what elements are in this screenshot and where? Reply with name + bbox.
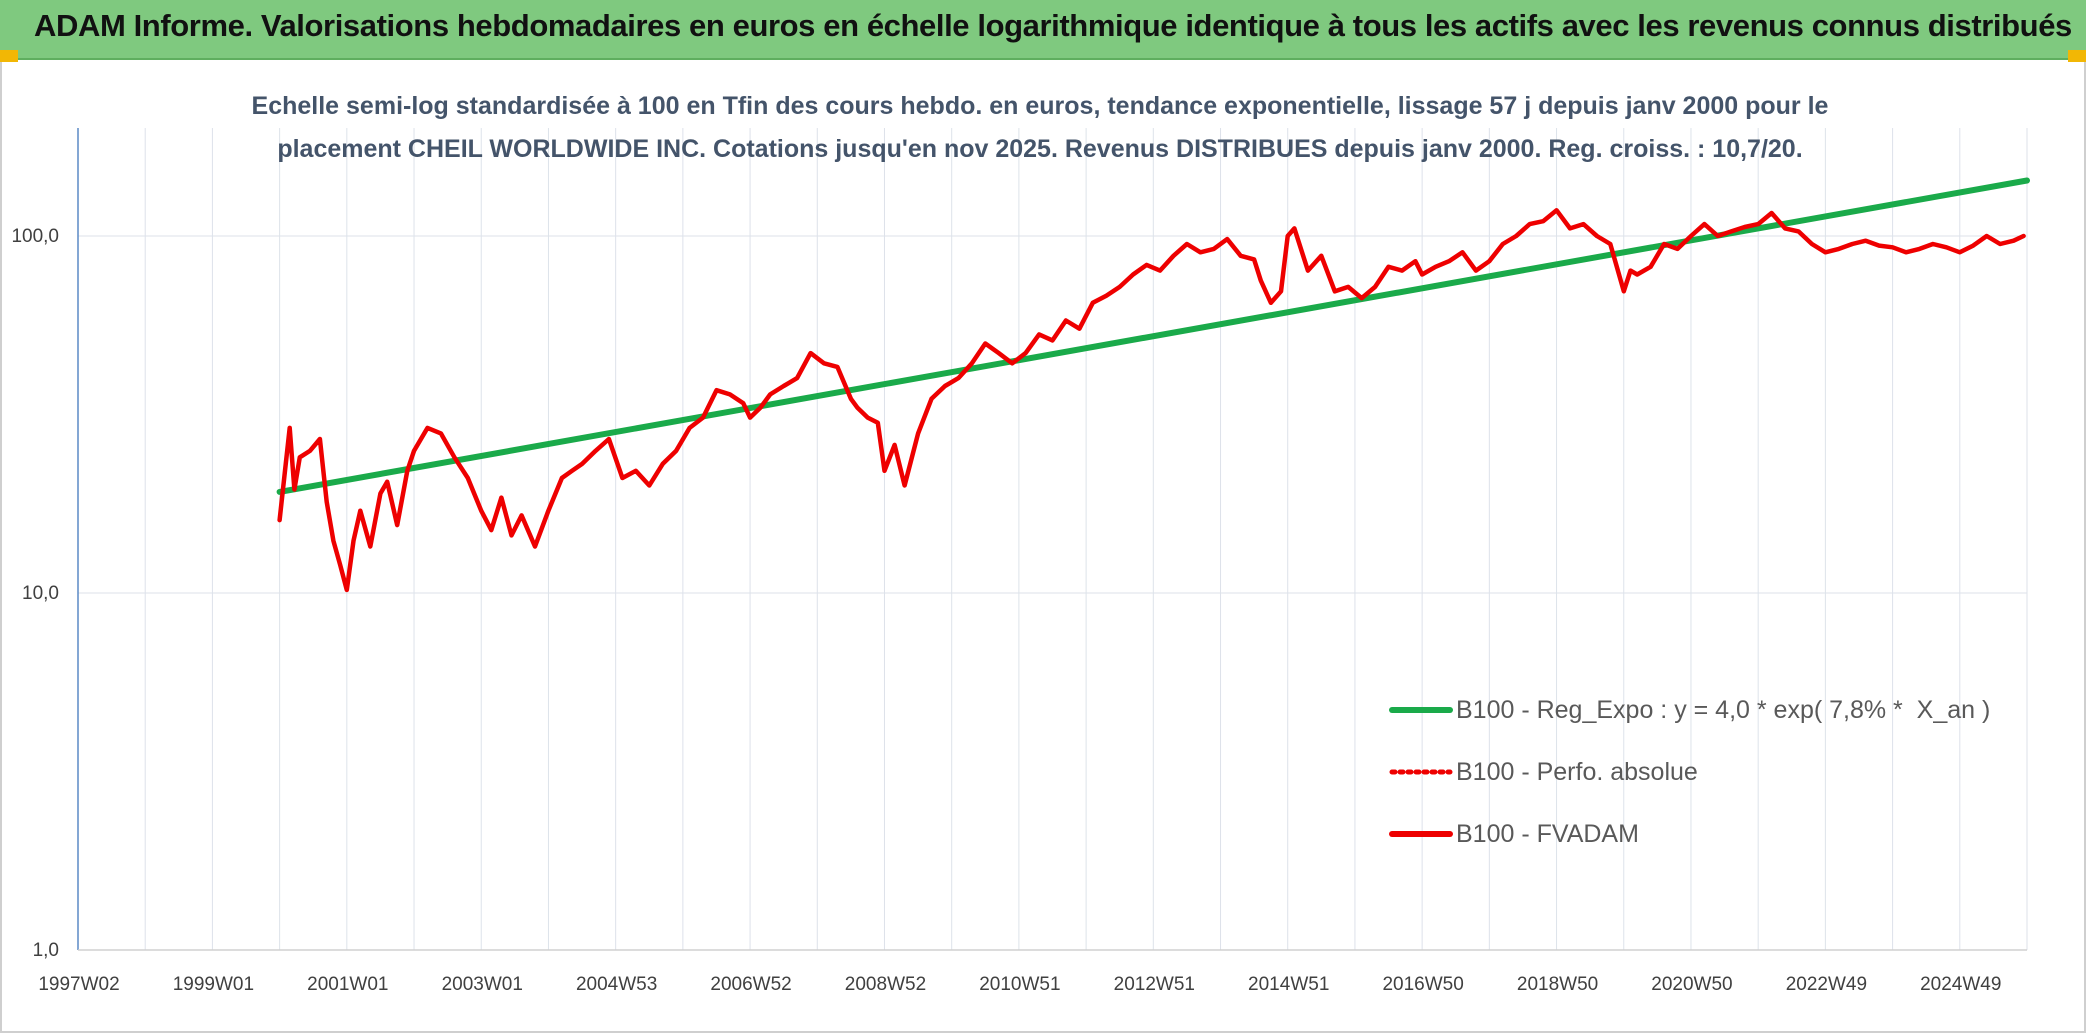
x-tick-label: 2001W01: [307, 974, 388, 995]
y-tick-label: 10,0: [22, 583, 59, 604]
x-tick-label: 1997W02: [38, 974, 119, 995]
title-bar: ADAM Informe. Valorisations hebdomadaire…: [0, 0, 2086, 60]
x-tick-label: 2014W51: [1248, 974, 1329, 995]
legend-label-perfo-absolue: B100 - Perfo. absolue: [1456, 758, 1698, 786]
legend-label-reg-expo: B100 - Reg_Expo : y = 4,0 * exp( 7,8% * …: [1456, 696, 1990, 724]
corner-marker-right: [2068, 50, 2086, 62]
x-tick-label: 1999W01: [173, 974, 254, 995]
y-tick-layer: 1,0 10,0 100,0: [11, 226, 59, 961]
y-tick-label: 100,0: [11, 226, 59, 247]
corner-marker-left: [0, 50, 18, 62]
x-tick-label: 2022W49: [1786, 974, 1867, 995]
x-tick-label: 2020W50: [1651, 974, 1732, 995]
x-tick-label: 2018W50: [1517, 974, 1598, 995]
series-layer: [276, 177, 2030, 593]
series-line-reg-expo: [276, 177, 2030, 495]
chart-subtitle-line-1: Echelle semi-log standardisée à 100 en T…: [252, 92, 1829, 120]
x-tick-label: 2004W53: [576, 974, 657, 995]
x-tick-label: 2016W50: [1382, 974, 1463, 995]
y-tick-label: 1,0: [33, 940, 59, 961]
chart-subtitle-line-2: placement CHEIL WORLDWIDE INC. Cotations…: [277, 135, 1802, 163]
x-tick-label: 2012W51: [1114, 974, 1195, 995]
grid-layer: [78, 128, 2028, 950]
x-tick-label: 2010W51: [979, 974, 1060, 995]
x-tick-layer: 1997W02 1999W01 2001W01 2003W01 2004W53 2006W…: [38, 974, 2001, 995]
series-line-fvadam: [277, 208, 2026, 593]
x-tick-label: 2008W52: [845, 974, 926, 995]
x-tick-label: 2006W52: [710, 974, 791, 995]
legend: B100 - Reg_Expo : y = 4,0 * exp( 7,8% * …: [1389, 696, 1990, 848]
legend-label-fvadam: B100 - FVADAM: [1456, 820, 1639, 848]
x-tick-label: 2003W01: [442, 974, 523, 995]
chart-frame: [0, 62, 2086, 1033]
page-title: ADAM Informe. Valorisations hebdomadaire…: [34, 8, 2072, 43]
x-tick-label: 2024W49: [1920, 974, 2001, 995]
